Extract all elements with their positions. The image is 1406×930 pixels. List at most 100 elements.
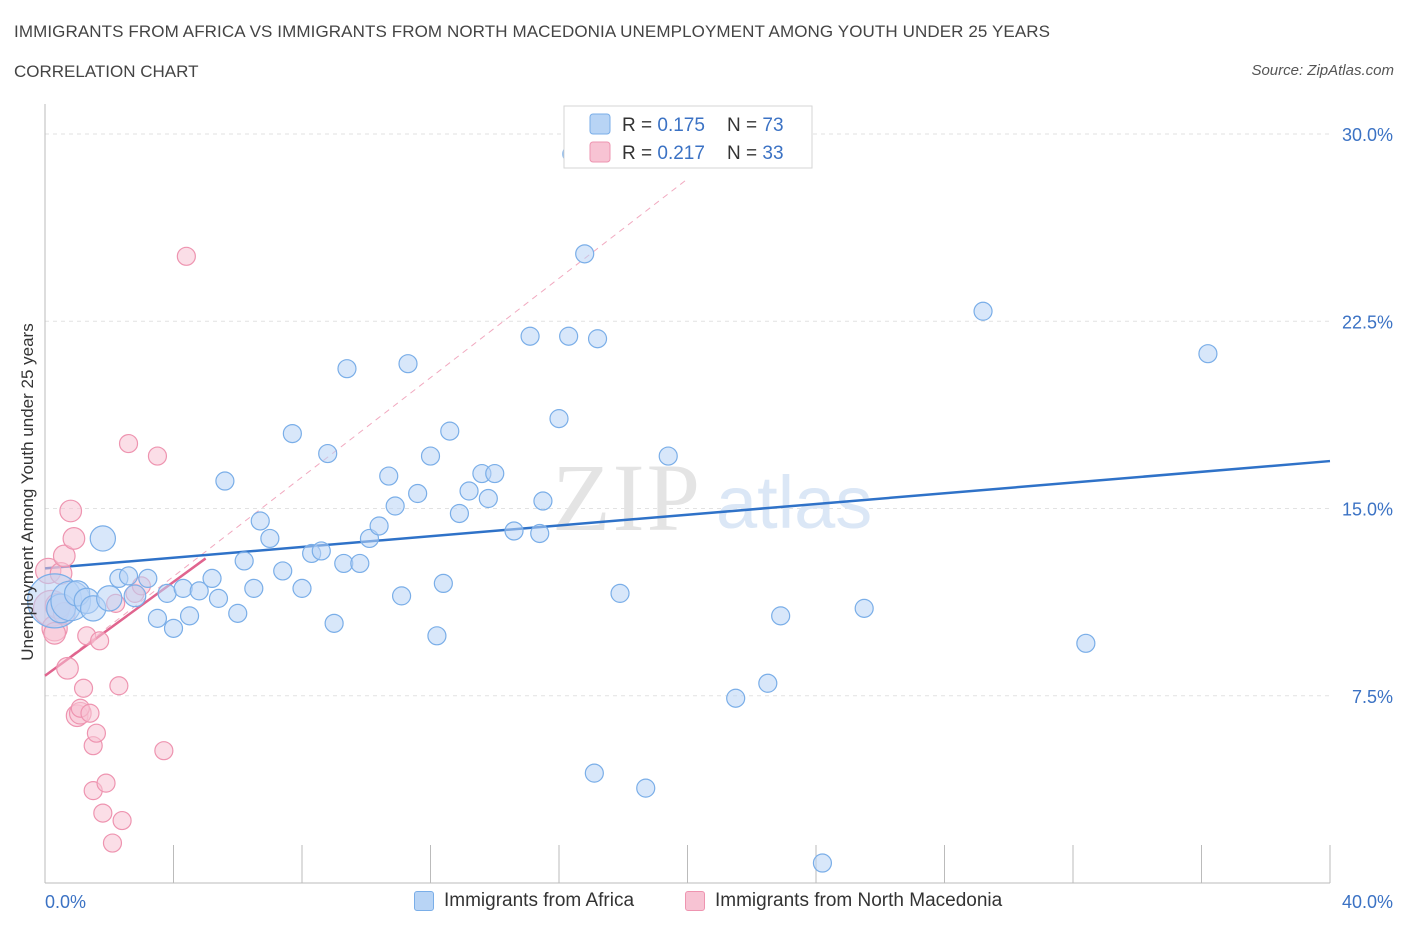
point-africa <box>398 354 418 374</box>
point-africa <box>215 471 235 491</box>
legend-macedonia-n-label: N = <box>727 143 762 164</box>
point-africa <box>379 466 399 486</box>
point-africa <box>292 578 312 598</box>
point-africa <box>1198 344 1218 364</box>
legend-africa-r-label: R = <box>622 115 657 136</box>
point-africa <box>282 424 302 444</box>
point-africa <box>189 581 209 601</box>
point-africa <box>96 585 123 612</box>
y-tick-label: 15.0% <box>1342 500 1393 520</box>
point-macedonia <box>80 703 100 723</box>
point-macedonia <box>90 631 110 651</box>
legend-africa-n-label: N = <box>727 115 762 136</box>
point-macedonia <box>52 544 76 568</box>
legend-africa-n-value: 73 <box>762 115 783 136</box>
chart-subtitle: CORRELATION CHART <box>14 62 199 81</box>
legend-macedonia-r-label: R = <box>622 143 657 164</box>
legend-item-africa[interactable]: Immigrants from Africa <box>414 890 634 912</box>
point-macedonia <box>112 810 132 831</box>
point-macedonia <box>86 723 107 743</box>
point-africa <box>771 606 791 626</box>
watermark: ZIP atlas <box>552 444 872 551</box>
point-africa <box>854 598 874 618</box>
point-africa <box>420 446 441 466</box>
point-africa <box>758 673 778 693</box>
legend-macedonia-r-value: 0.217 <box>657 143 705 164</box>
point-africa <box>459 481 479 501</box>
point-africa <box>318 443 338 464</box>
point-africa <box>311 541 331 561</box>
point-africa <box>123 584 147 608</box>
point-africa <box>208 588 229 608</box>
point-africa <box>173 578 193 598</box>
point-africa <box>228 603 248 623</box>
point-africa <box>138 568 158 589</box>
source-credit: Source: ZipAtlas.com <box>1251 62 1394 79</box>
point-africa <box>973 301 993 321</box>
svg-text:N = 73: N = 73 <box>727 115 784 136</box>
y-tick-label: 22.5% <box>1342 312 1393 332</box>
point-africa <box>584 763 604 783</box>
point-africa <box>433 573 453 594</box>
point-africa <box>260 528 280 549</box>
point-macedonia <box>56 656 79 680</box>
legend-item-macedonia[interactable]: Immigrants from North Macedonia <box>685 890 1002 912</box>
point-africa <box>812 853 833 873</box>
trend-line-macedonia <box>44 557 207 677</box>
y-axis-label-group: Unemployment Among Youth under 25 years <box>18 323 37 660</box>
point-africa <box>179 606 200 626</box>
point-macedonia <box>93 803 113 823</box>
point-africa <box>350 553 370 574</box>
y-tick-label: 30.0% <box>1342 125 1393 145</box>
tick-labels: 7.5% 15.0% 22.5% 30.0% 0.0% 40.0% <box>45 125 1393 912</box>
points-africa <box>27 144 1218 873</box>
watermark-zip: ZIP <box>552 444 702 551</box>
y-tick-label: 7.5% <box>1352 687 1393 707</box>
point-africa <box>250 511 270 531</box>
point-macedonia <box>73 678 94 698</box>
point-macedonia <box>59 499 83 523</box>
point-africa <box>334 553 354 574</box>
legend-item-macedonia-label: Immigrants from North Macedonia <box>715 890 1003 911</box>
point-africa <box>202 568 222 589</box>
legend-item-africa-swatch <box>414 891 434 911</box>
x-tick-label: 40.0% <box>1342 892 1393 912</box>
legend-macedonia-n-value: 33 <box>762 143 783 164</box>
point-macedonia <box>102 833 123 853</box>
point-africa <box>89 525 117 552</box>
point-africa <box>530 523 550 544</box>
point-macedonia <box>118 433 139 454</box>
points-north-macedonia <box>32 246 196 853</box>
point-africa <box>1076 633 1096 653</box>
trend-lines <box>44 178 1331 677</box>
point-macedonia <box>96 773 116 793</box>
point-africa <box>610 583 630 603</box>
point-macedonia <box>109 676 129 696</box>
y-axis-label: Unemployment Among Youth under 25 years <box>18 323 37 660</box>
point-africa <box>118 566 139 586</box>
point-africa <box>485 463 505 484</box>
legend-africa-r-value: 0.175 <box>657 115 705 136</box>
point-macedonia <box>154 741 174 761</box>
legend-item-africa-label: Immigrants from Africa <box>444 890 635 911</box>
svg-text:R = 0.217: R = 0.217 <box>622 143 705 164</box>
point-africa <box>385 496 405 516</box>
point-africa <box>369 516 389 536</box>
point-africa <box>726 688 746 708</box>
stats-legend: R = 0.175 N = 73 R = 0.217 N = 33 <box>563 105 813 169</box>
point-africa <box>244 578 264 598</box>
point-macedonia <box>62 527 86 550</box>
point-africa <box>147 608 168 628</box>
x-tick-label: 0.0% <box>45 892 86 912</box>
point-africa <box>234 551 254 571</box>
point-africa <box>575 244 595 264</box>
point-africa <box>587 329 608 349</box>
chart-title: IMMIGRANTS FROM AFRICA VS IMMIGRANTS FRO… <box>14 22 1051 41</box>
point-africa <box>163 618 184 638</box>
svg-text:R = 0.175: R = 0.175 <box>622 115 705 136</box>
point-africa <box>549 409 569 429</box>
point-africa <box>504 521 524 541</box>
series-legend: Immigrants from Africa Immigrants from N… <box>0 888 1406 918</box>
point-africa <box>324 613 344 633</box>
